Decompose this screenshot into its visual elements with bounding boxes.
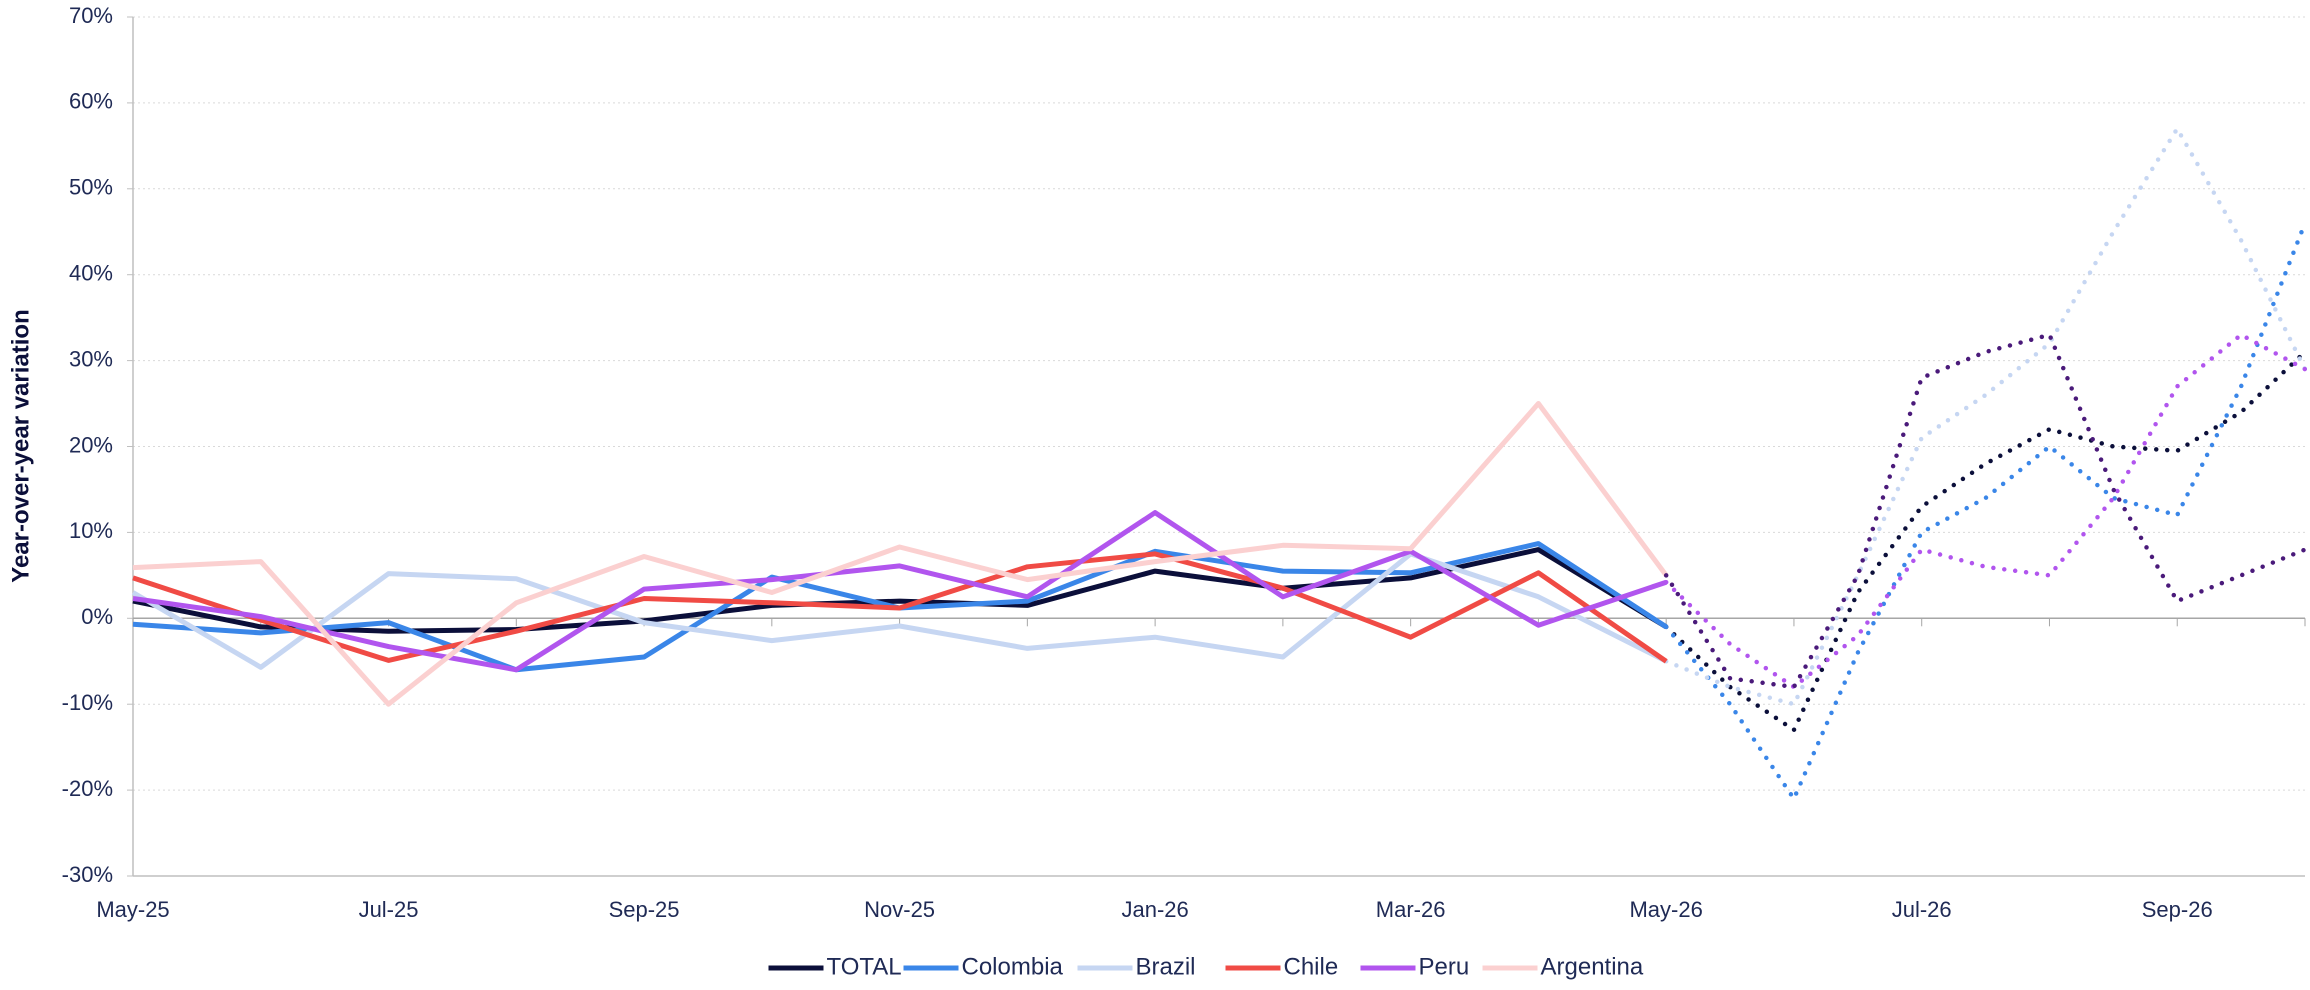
forecast-series [1663,220,2308,804]
y-tick-label: -20% [62,776,113,801]
x-tick-label: Sep-25 [609,897,680,922]
forecast-series [1663,124,2308,707]
x-tick-label: Nov-25 [864,897,935,922]
legend-item: Colombia [903,953,1064,980]
line-series [132,551,1668,664]
y-tick-label: -10% [62,690,113,715]
y-tick-label: 10% [69,518,113,543]
x-tick-label: Mar-26 [1376,897,1446,922]
y-tick-label: 30% [69,346,113,371]
legend-item: Argentina [1482,953,1644,980]
legend-item: Peru [1360,953,1470,980]
legend-item: TOTAL [768,953,902,980]
x-tick-label: May-26 [1629,897,1702,922]
y-tick-label: 0% [81,604,113,629]
forecast-series [1663,332,2308,690]
y-tick-label: 70% [69,3,113,28]
legend-label: Brazil [1136,953,1196,980]
y-tick-label: 60% [69,89,113,114]
legend-item: Brazil [1077,953,1196,980]
y-tick-label: -30% [62,862,113,887]
line-series [132,547,1668,634]
y-tick-label: 50% [69,175,113,200]
legend-label: TOTAL [827,953,902,980]
y-tick-label: 20% [69,432,113,457]
legend-label: Argentina [1541,953,1644,980]
x-tick-label: Jan-26 [1121,897,1188,922]
legend-label: Peru [1419,953,1470,980]
line-series [132,510,1667,673]
x-tick-label: Sep-26 [2142,897,2213,922]
legend-label: Colombia [962,953,1064,980]
x-tick-label: Jul-25 [359,897,419,922]
x-tick-label: Jul-26 [1892,897,1952,922]
x-tick-label: May-25 [96,897,169,922]
y-tick-label: 40% [69,261,113,286]
forecast-series [1663,349,2308,734]
y-axis-label: Year-over-year variation [7,309,34,582]
forecast-series [1663,332,2308,690]
legend-item: Chile [1225,953,1339,980]
line-series [132,401,1669,707]
legend-label: Chile [1284,953,1339,980]
